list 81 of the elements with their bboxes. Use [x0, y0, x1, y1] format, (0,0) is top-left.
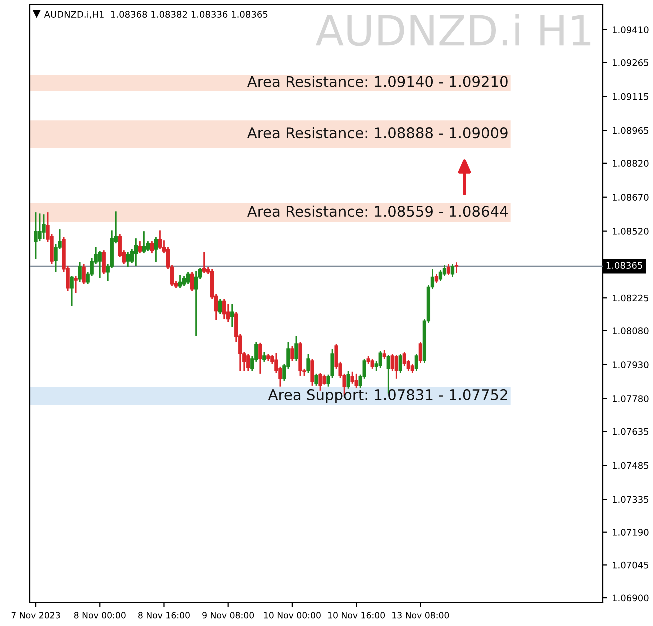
- candlestick: [346, 370, 350, 390]
- candlestick: [410, 363, 414, 374]
- candlestick: [262, 351, 266, 363]
- candlestick: [414, 353, 418, 372]
- candlestick: [434, 274, 439, 284]
- candlestick: [70, 276, 74, 307]
- y-tick-label: 1.09115: [613, 93, 649, 100]
- candlestick: [38, 212, 42, 242]
- x-tick-label: 10 Nov 00:00: [264, 612, 321, 619]
- y-tick-label: 1.08965: [613, 127, 649, 134]
- candlestick: [370, 358, 374, 370]
- candlestick: [150, 240, 154, 254]
- x-tick-label: 13 Nov 08:00: [392, 612, 450, 619]
- candlestick: [446, 264, 451, 276]
- candlestick: [418, 341, 423, 364]
- candlestick: [350, 371, 354, 385]
- candlestick: [158, 230, 162, 250]
- band-label: Area Support: 1.07831 - 1.07752: [268, 389, 508, 404]
- candlestick: [438, 270, 443, 282]
- text: AUDNZD.i,H1 1.08368 1.08382 1.08336 1.08365: [44, 10, 268, 19]
- candlestick: [182, 276, 186, 288]
- y-tick-label: 1.08225: [613, 294, 649, 302]
- candlestick: [102, 250, 106, 276]
- candlestick: [314, 373, 318, 387]
- x-tick-label: 7 Nov 2023: [12, 612, 60, 619]
- candlestick: [258, 342, 262, 375]
- candlestick: [186, 272, 190, 286]
- x-tick-label: 8 Nov 16:00: [138, 612, 190, 619]
- y-tick-label: 1.07635: [613, 428, 649, 436]
- candlestick: [202, 252, 206, 274]
- candlestick: [134, 238, 138, 268]
- candlestick: [138, 240, 142, 254]
- candlestick: [154, 236, 158, 264]
- candlestick: [402, 351, 406, 367]
- y-tick-label: 1.07190: [613, 529, 649, 536]
- y-tick-label: 1.08080: [613, 328, 649, 334]
- candlestick: [222, 298, 226, 320]
- candlestick: [82, 264, 86, 286]
- y-tick-label: 1.09265: [613, 59, 649, 66]
- candlestick: [306, 353, 310, 374]
- y-tick-label: 1.07930: [613, 362, 649, 368]
- candlestick: [398, 353, 402, 374]
- candlestick: [442, 264, 447, 278]
- candlestick: [290, 345, 294, 362]
- y-tick-label: 1.08820: [613, 160, 649, 167]
- candlestick: [378, 350, 382, 369]
- band-label: Area Resistance: 1.08559 - 1.08644: [247, 206, 508, 218]
- candlestick: [246, 353, 250, 372]
- x-tick-label: 8 Nov 00:00: [74, 612, 126, 619]
- x-tick-label: 9 Nov 08:00: [202, 612, 254, 619]
- candlestick: [294, 335, 298, 362]
- y-tick-label: 1.07045: [613, 562, 649, 569]
- ref-line-label: 1.08365: [606, 262, 642, 270]
- candlestick: [178, 274, 182, 290]
- candlestick: [98, 250, 102, 280]
- candlestick: [230, 304, 234, 328]
- x-tick-label: 10 Nov 16:00: [328, 612, 386, 619]
- y-tick-label: 1.07335: [613, 496, 649, 504]
- candlestick: [42, 214, 46, 240]
- candlestick: [194, 270, 198, 337]
- candlestick: [126, 252, 130, 268]
- y-tick-label: 1.09410: [613, 26, 649, 34]
- candlestick: [142, 230, 146, 254]
- y-tick-label: 1.06900: [613, 594, 649, 602]
- candlestick: [454, 262, 459, 274]
- candlestick: [218, 298, 222, 315]
- y-tick-label: 1.08520: [613, 228, 649, 235]
- candlestick: [322, 374, 326, 386]
- band-label: Area Resistance: 1.09140 - 1.09210: [247, 76, 508, 88]
- band-label: Area Resistance: 1.08888 - 1.09009: [247, 127, 508, 139]
- candlestick: [354, 373, 358, 389]
- y-tick-label: 1.07780: [613, 396, 649, 402]
- candlestick: [78, 262, 82, 283]
- candlestick: [394, 354, 398, 380]
- y-tick-label: 1.08670: [613, 194, 649, 201]
- y-tick-label: 1.07485: [613, 462, 649, 470]
- candlestick: [74, 276, 78, 294]
- candlestick: [190, 272, 194, 292]
- candlestick: [34, 212, 38, 260]
- candlestick: [310, 358, 314, 387]
- candlestick: [450, 264, 455, 278]
